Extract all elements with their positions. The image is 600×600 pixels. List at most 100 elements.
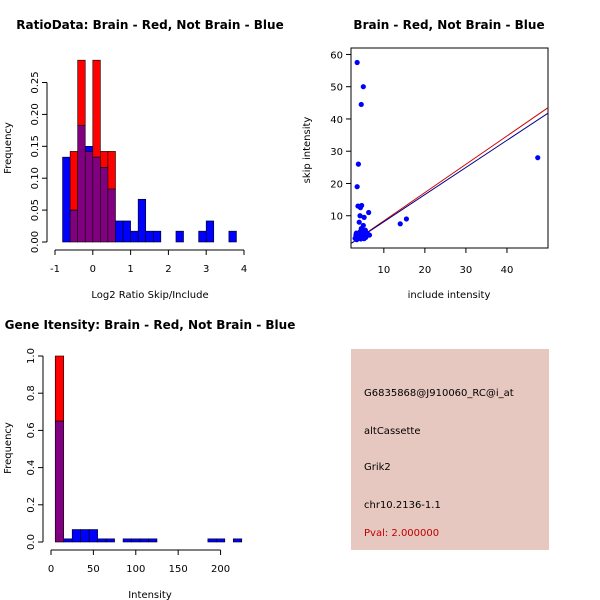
ratio-hist-bar-top-1 [69, 151, 78, 211]
scatter-point-34 [360, 229, 366, 236]
info-probe-id: G6835868@J910060_RC@i_at [364, 388, 514, 399]
ratio-hist-bar-10 [137, 198, 147, 243]
gene-hist-title: Gene Itensity: Brain - Red, Not Brain - … [5, 318, 296, 332]
scatter-point-13 [397, 221, 403, 227]
scatter-ylabel: skip intensity [302, 117, 313, 184]
scatter-point-2 [358, 101, 364, 108]
gene-hist-y-tick-label-2: 0.4 [26, 460, 37, 476]
scatter-y-tick-label-3: 40 [330, 115, 343, 126]
ratio-hist-x-tick-label-5: 4 [241, 264, 247, 275]
ratio-hist-bar-top-5 [100, 151, 109, 168]
ratio-hist-x-tick-label-0: -1 [50, 264, 60, 275]
gene-hist-x-tick-label-1: 50 [87, 564, 100, 575]
scatter-y-tick-label-1: 20 [330, 179, 343, 190]
ratio-hist-y-tick-label-2: 0.10 [30, 167, 41, 189]
gene-hist-y-tick-label-3: 0.6 [26, 422, 37, 438]
intensity-scatter: Brain - Red, Not Brain - Blue include in… [302, 18, 549, 301]
ratio-hist-y-tick-label-0: 0.00 [30, 231, 41, 253]
gene-hist-bar-6 [105, 538, 115, 543]
scatter-point-9 [366, 209, 372, 216]
ratio-hist-bar-0 [62, 156, 71, 243]
ratio-hist-bar-11 [145, 230, 154, 243]
scatter-y-tick-label-2: 30 [330, 147, 343, 158]
ratio-hist-x-tick-label-1: 0 [90, 264, 96, 275]
gene-hist-bar-11 [207, 538, 217, 543]
gene-intensity-histogram: Gene Itensity: Brain - Red, Not Brain - … [3, 318, 295, 600]
gene-hist-bar-3 [80, 529, 90, 543]
info-panel-background [351, 349, 549, 550]
ratio-hist-bar-overlap-6 [107, 188, 116, 243]
gene-hist-x-tick-label-2: 100 [126, 564, 145, 575]
ratio-hist-bar-12 [152, 230, 162, 243]
gene-hist-x-tick-label-3: 150 [169, 564, 188, 575]
ratio-hist-bar-top-4 [92, 59, 101, 158]
scatter-point-31 [366, 232, 373, 238]
scatter-fit-line-red [350, 107, 549, 244]
scatter-x-tick-label-0: 10 [377, 265, 390, 276]
gene-hist-bar-4 [88, 529, 98, 543]
ratio-hist-y-tick-label-1: 0.05 [30, 199, 41, 221]
info-gene: Grik2 [364, 462, 391, 473]
scatter-point-0 [354, 59, 360, 66]
ratio-hist-bar-13 [175, 230, 184, 243]
scatter-point-5 [354, 184, 360, 190]
ratio-hist-bar-8 [122, 220, 131, 243]
gene-hist-bar-8 [131, 538, 141, 543]
gene-hist-bar-1 [63, 538, 73, 543]
ratio-hist-bar-top-2 [77, 59, 86, 126]
scatter-point-11 [361, 214, 367, 220]
ratio-hist-title: RatioData: Brain - Red, Not Brain - Blue [16, 18, 283, 32]
gene-hist-bar-top-0 [54, 355, 65, 422]
ratio-hist-y-tick-label-5: 0.25 [30, 71, 41, 93]
ratio-hist-bar-overlap-2 [77, 124, 86, 243]
ratio-hist-bar-overlap-4 [92, 156, 101, 243]
ratio-hist-x-tick-label-2: 1 [127, 264, 133, 275]
ratio-hist-bar-top-3 [84, 146, 94, 152]
ratio-hist-bar-overlap-5 [100, 167, 109, 243]
scatter-title: Brain - Red, Not Brain - Blue [353, 18, 544, 32]
scatter-fit-line-blue [350, 112, 549, 244]
ratio-hist-bar-top-6 [107, 151, 116, 190]
gene-hist-x-tick-label-0: 0 [48, 564, 54, 575]
gene-hist-ylabel: Frequency [3, 422, 14, 474]
scatter-point-14 [356, 219, 362, 225]
scatter-x-tick-label-2: 30 [460, 265, 473, 276]
gene-hist-y-tick-label-4: 0.8 [26, 385, 37, 401]
gene-hist-bar-7 [122, 538, 132, 543]
info-location: chr10.2136-1.1 [364, 500, 441, 511]
ratio-hist-y-tick-label-4: 0.20 [30, 103, 41, 125]
ratio-histogram: RatioData: Brain - Red, Not Brain - Blue… [3, 18, 284, 301]
scatter-xlabel: include intensity [408, 290, 491, 301]
info-pval: Pval: 2.000000 [364, 528, 439, 539]
ratio-hist-bar-15 [205, 220, 215, 243]
scatter-point-1 [360, 84, 366, 90]
info-event-type: altCassette [364, 426, 421, 437]
gene-hist-bar-overlap-0 [54, 420, 65, 543]
ratio-hist-y-tick-label-3: 0.15 [30, 135, 41, 157]
ratio-hist-bar-overlap-1 [69, 209, 78, 243]
scatter-x-tick-label-3: 40 [501, 265, 514, 276]
scatter-point-27 [354, 237, 360, 243]
gene-hist-y-tick-label-0: 0.0 [26, 534, 37, 550]
gene-hist-bar-5 [97, 538, 107, 543]
gene-hist-bar-9 [139, 538, 149, 543]
scatter-point-4 [535, 155, 541, 161]
gene-hist-bar-10 [148, 538, 158, 543]
scatter-point-10 [357, 213, 363, 219]
scatter-point-12 [403, 216, 410, 222]
scatter-point-3 [355, 161, 361, 167]
scatter-point-8 [359, 202, 365, 209]
gene-hist-bar-13 [232, 538, 243, 543]
scatter-plot-box [350, 47, 549, 249]
scatter-y-tick-label-0: 10 [330, 212, 343, 223]
ratio-hist-bar-9 [130, 230, 139, 243]
scatter-y-tick-label-5: 60 [330, 50, 343, 61]
ratio-hist-bar-overlap-3 [84, 151, 94, 243]
gene-hist-x-tick-label-4: 200 [211, 564, 230, 575]
gene-hist-xlabel: Intensity [128, 590, 172, 600]
scatter-y-tick-label-4: 50 [330, 83, 343, 94]
gene-hist-y-tick-label-5: 1.0 [26, 348, 37, 364]
ratio-hist-x-tick-label-4: 3 [203, 264, 209, 275]
ratio-hist-xlabel: Log2 Ratio Skip/Include [91, 290, 208, 301]
